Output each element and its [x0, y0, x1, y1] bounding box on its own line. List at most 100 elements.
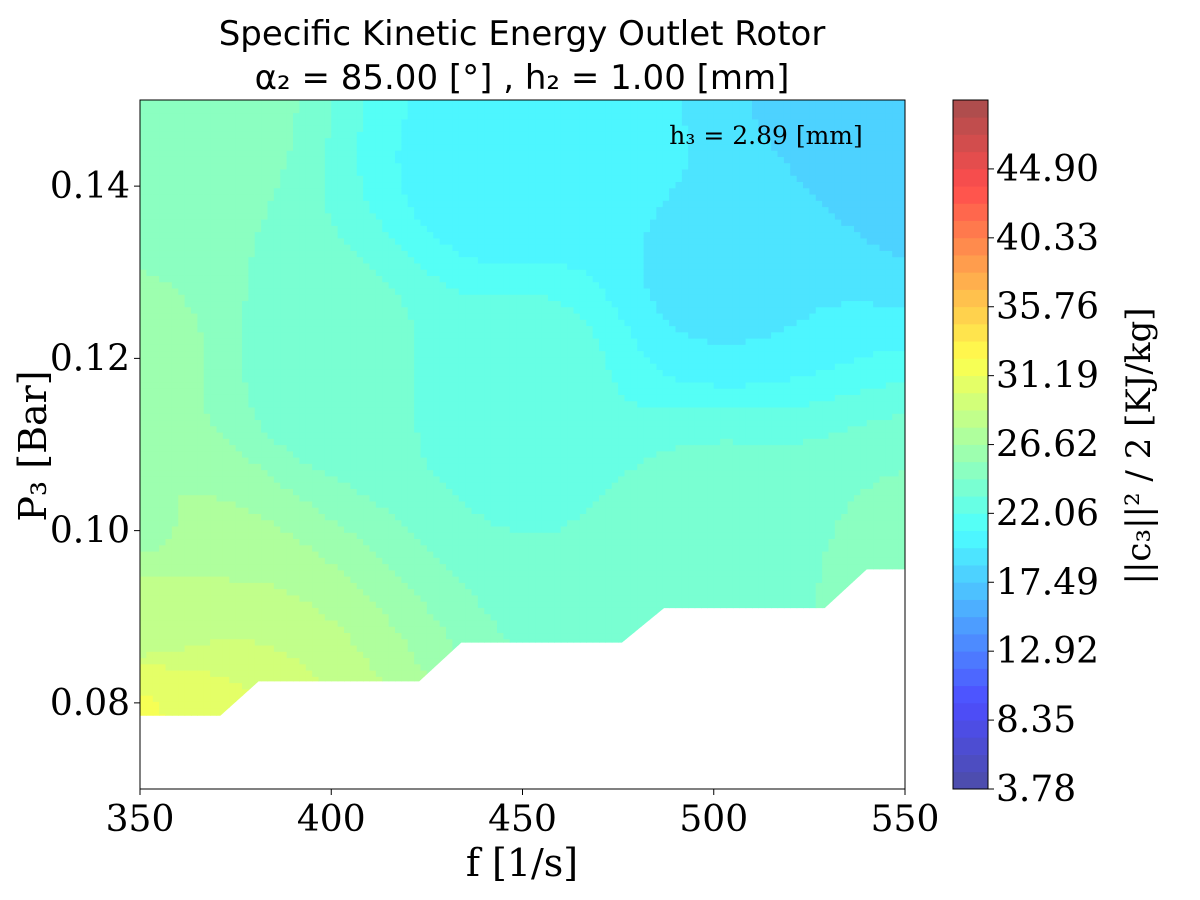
contour-cell: [254, 156, 262, 164]
contour-cell: [216, 125, 224, 132]
contour-cell: [395, 613, 402, 621]
contour-cell: [267, 626, 275, 634]
contour-cell: [420, 312, 428, 320]
contour-cell: [261, 463, 269, 471]
contour-cell: [171, 651, 179, 659]
contour-cell: [401, 225, 409, 233]
contour-cell: [178, 644, 186, 652]
contour-cell: [216, 350, 224, 358]
contour-cell: [280, 356, 288, 364]
contour-cell: [267, 319, 275, 327]
contour-cell: [299, 613, 307, 621]
contour-cell: [324, 482, 332, 489]
contour-cell: [254, 262, 262, 270]
contour-cell: [159, 212, 167, 220]
contour-cell: [375, 100, 383, 107]
contour-cell: [363, 594, 371, 602]
contour-cell: [248, 175, 256, 183]
contour-cell: [426, 576, 434, 583]
contour-cell: [165, 613, 173, 621]
contour-cell: [159, 106, 167, 114]
contour-cell: [382, 475, 390, 483]
contour-cell: [178, 388, 186, 395]
contour-cell: [299, 275, 307, 283]
contour-cell: [312, 544, 320, 552]
contour-cell: [395, 250, 402, 258]
contour-cell: [299, 463, 307, 471]
contour-cell: [382, 669, 390, 677]
contour-cell: [375, 118, 383, 126]
contour-cell: [324, 557, 332, 565]
contour-cell: [261, 356, 269, 364]
contour-cell: [261, 563, 269, 571]
contour-cell: [395, 375, 402, 383]
contour-cell: [420, 619, 428, 627]
contour-cell: [318, 601, 326, 608]
contour-cell: [420, 106, 428, 114]
contour-cell: [344, 350, 351, 358]
contour-cell: [305, 651, 313, 659]
contour-cell: [324, 576, 332, 583]
contour-cell: [273, 350, 281, 358]
contour-cell: [395, 281, 402, 289]
contour-cell: [318, 532, 326, 540]
contour-cell: [286, 582, 294, 590]
contour-cell: [254, 657, 262, 665]
contour-cell: [159, 300, 167, 308]
contour-cell: [344, 488, 351, 496]
contour-cell: [401, 669, 409, 677]
contour-cell: [254, 168, 262, 176]
contour-cell: [407, 532, 415, 540]
contour-cell: [293, 331, 300, 339]
contour-cell: [146, 331, 154, 339]
contour-cell: [382, 513, 390, 521]
contour-cell: [407, 312, 415, 320]
contour-cell: [146, 594, 154, 602]
contour-cell: [293, 306, 300, 314]
contour-cell: [318, 175, 326, 183]
contour-cell: [382, 663, 390, 671]
contour-cell: [229, 350, 237, 358]
contour-cell: [280, 131, 288, 139]
contour-cell: [261, 287, 269, 295]
contour-cell: [197, 507, 205, 514]
contour-cell: [254, 394, 262, 402]
contour-cell: [286, 619, 294, 627]
contour-cell: [312, 363, 320, 370]
contour-cell: [146, 237, 154, 245]
contour-cell: [324, 569, 332, 577]
contour-cell: [229, 312, 237, 320]
contour-cell: [178, 156, 186, 164]
contour-cell: [273, 369, 281, 377]
contour-cell: [159, 525, 167, 533]
contour-cell: [210, 250, 218, 258]
contour-cell: [331, 657, 339, 665]
contour-cell: [197, 538, 205, 546]
contour-cell: [261, 225, 269, 233]
contour-cell: [356, 106, 364, 114]
contour-cell: [235, 219, 243, 226]
contour-cell: [388, 488, 396, 496]
contour-cell: [331, 256, 339, 264]
contour-cell: [273, 582, 281, 590]
contour-cell: [401, 413, 409, 421]
contour-cell: [337, 168, 345, 176]
contour-cell: [191, 419, 198, 427]
contour-cell: [203, 143, 211, 151]
contour-cell: [165, 262, 173, 270]
contour-cell: [178, 525, 186, 533]
contour-cell: [369, 212, 377, 220]
contour-cell: [197, 457, 205, 464]
contour-cell: [318, 550, 326, 558]
contour-cell: [197, 663, 205, 671]
contour-cell: [337, 557, 345, 565]
contour-cell: [197, 338, 205, 345]
contour-cell: [261, 350, 269, 358]
contour-cell: [165, 193, 173, 201]
contour-cell: [235, 613, 243, 621]
contour-cell: [152, 275, 160, 283]
contour-cell: [203, 212, 211, 220]
contour-cell: [363, 613, 371, 621]
contour-cell: [248, 156, 256, 164]
contour-cell: [222, 463, 230, 471]
